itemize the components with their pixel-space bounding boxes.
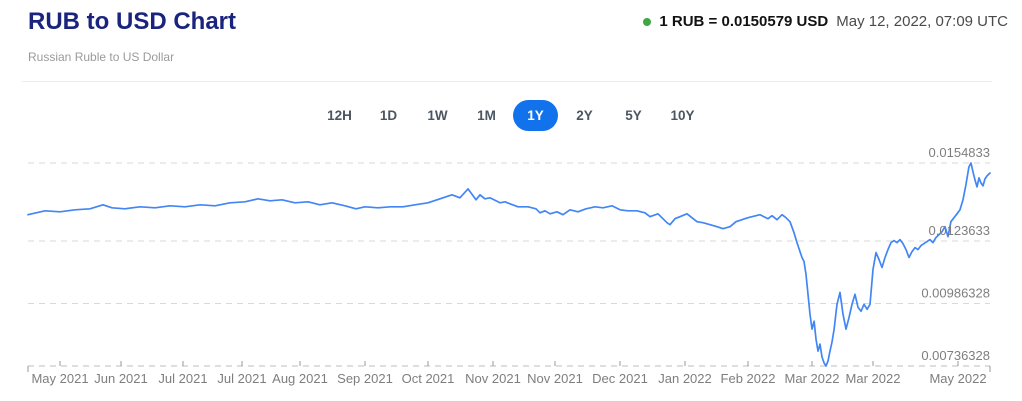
range-button-12h[interactable]: 12H — [317, 100, 362, 131]
range-button-5y[interactable]: 5Y — [611, 100, 656, 131]
time-range-selector: 12H 1D 1W 1M 1Y 2Y 5Y 10Y — [317, 100, 705, 131]
rate-timestamp: May 12, 2022, 07:09 UTC — [836, 13, 1008, 30]
live-rate-row: 1 RUB = 0.0150579 USD May 12, 2022, 07:0… — [643, 13, 1008, 30]
svg-text:Mar 2022: Mar 2022 — [846, 371, 901, 386]
svg-text:Feb 2022: Feb 2022 — [721, 371, 776, 386]
svg-text:Jan 2022: Jan 2022 — [658, 371, 712, 386]
live-status-dot-icon — [643, 17, 652, 26]
range-button-10y[interactable]: 10Y — [660, 100, 705, 131]
svg-text:0.0154833: 0.0154833 — [929, 145, 990, 160]
svg-text:Nov 2021: Nov 2021 — [465, 371, 521, 386]
header-divider — [22, 81, 992, 82]
svg-text:Mar 2022: Mar 2022 — [785, 371, 840, 386]
range-button-1d[interactable]: 1D — [366, 100, 411, 131]
live-rate-value: 1 RUB = 0.0150579 USD — [659, 13, 829, 30]
svg-text:Dec 2021: Dec 2021 — [592, 371, 648, 386]
svg-text:Nov 2021: Nov 2021 — [527, 371, 583, 386]
svg-text:Oct 2021: Oct 2021 — [402, 371, 455, 386]
page-title: RUB to USD Chart — [28, 8, 236, 35]
svg-text:Jun 2021: Jun 2021 — [94, 371, 148, 386]
range-button-2y[interactable]: 2Y — [562, 100, 607, 131]
svg-text:Aug 2021: Aug 2021 — [272, 371, 328, 386]
range-button-1m[interactable]: 1M — [464, 100, 509, 131]
range-button-1w[interactable]: 1W — [415, 100, 460, 131]
svg-text:0.0123633: 0.0123633 — [929, 223, 990, 238]
page-subtitle: Russian Ruble to US Dollar — [28, 50, 175, 64]
svg-text:Sep 2021: Sep 2021 — [337, 371, 393, 386]
svg-text:May 2022: May 2022 — [929, 371, 986, 386]
svg-text:May 2021: May 2021 — [31, 371, 88, 386]
svg-text:Jul 2021: Jul 2021 — [158, 371, 207, 386]
svg-text:0.00986328: 0.00986328 — [921, 286, 990, 301]
svg-text:Jul 2021: Jul 2021 — [217, 371, 266, 386]
range-button-1y[interactable]: 1Y — [513, 100, 558, 131]
svg-text:0.00736328: 0.00736328 — [921, 348, 990, 363]
